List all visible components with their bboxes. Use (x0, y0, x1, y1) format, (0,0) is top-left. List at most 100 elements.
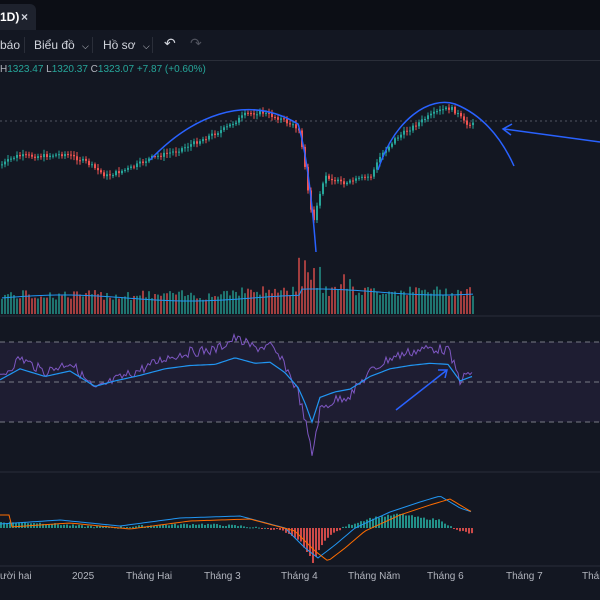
volume-bar (136, 295, 138, 314)
macd-histogram-bar (90, 525, 92, 528)
macd-histogram-bar (207, 523, 209, 528)
candle-body (118, 171, 120, 174)
candle-body (391, 143, 393, 147)
candle-body (472, 122, 474, 126)
candle-body (427, 115, 429, 120)
volume-bar (184, 296, 186, 314)
candle-body (361, 176, 363, 178)
candle-body (268, 112, 270, 114)
candle-body (265, 112, 267, 114)
candle-body (232, 124, 234, 126)
candle-body (28, 154, 30, 156)
volume-bar (85, 293, 87, 314)
candle-body (157, 155, 159, 157)
macd-histogram-bar (258, 527, 260, 529)
volume-bar (121, 297, 123, 314)
macd-histogram-bar (189, 525, 191, 528)
volume-bar (166, 293, 168, 314)
alerts-button[interactable]: báo (0, 38, 21, 52)
volume-bar (28, 294, 30, 314)
volume-bar (415, 287, 417, 314)
macd-histogram-bar (471, 528, 473, 534)
macd-histogram-bar (186, 524, 188, 528)
volume-bar (181, 290, 183, 314)
chart-menu-button[interactable]: Biểu đồ ⌵ (34, 38, 89, 52)
volume-bar (169, 291, 171, 314)
candle-body (184, 147, 186, 149)
macd-histogram-bar (369, 517, 371, 528)
volume-bar (331, 287, 333, 314)
high-value: 1323.47 (7, 64, 44, 75)
macd-histogram-bar (192, 523, 194, 528)
close-icon[interactable]: × (21, 10, 29, 24)
volume-bar (316, 287, 318, 314)
volume-bar (40, 296, 42, 314)
volume-bar (337, 289, 339, 314)
macd-histogram-bar (411, 515, 413, 528)
macd-histogram-bar (465, 528, 467, 532)
candle-body (61, 154, 63, 157)
volume-bar (172, 292, 174, 314)
candle-body (388, 146, 390, 151)
candle-body (355, 178, 357, 181)
macd-histogram-bar (309, 528, 311, 557)
macd-histogram-bar (366, 519, 368, 528)
volume-bar (268, 289, 270, 314)
profile-menu-button[interactable]: Hồ sơ ⌵ (103, 38, 150, 52)
volume-bar (106, 293, 108, 314)
macd-histogram-bar (153, 525, 155, 528)
macd-histogram-bar (417, 516, 419, 528)
macd-histogram-bar (51, 524, 53, 528)
volume-bar (244, 293, 246, 314)
candle-body (46, 154, 48, 158)
volume-bar (175, 294, 177, 314)
candle-body (259, 110, 261, 115)
candle-body (445, 107, 447, 110)
volume-bar (7, 294, 9, 314)
candle-body (208, 135, 210, 140)
macd-histogram-bar (273, 528, 275, 530)
volume-bar (328, 295, 330, 314)
volume-bar (259, 294, 261, 314)
chevron-down-icon: ⌵ (82, 41, 89, 51)
undo-icon[interactable]: ↶ (164, 35, 176, 51)
volume-bar (457, 289, 459, 314)
time-axis-label: Tháng Hai (126, 571, 173, 582)
candle-body (469, 124, 471, 126)
macd-histogram-bar (234, 525, 236, 528)
volume-bar (103, 299, 105, 314)
candle-body (454, 106, 456, 114)
candle-body (466, 120, 468, 125)
volume-bar (391, 292, 393, 314)
volume-bar (115, 294, 117, 314)
volume-bar (88, 290, 90, 314)
candle-body (328, 175, 330, 179)
low-key: L (46, 64, 52, 75)
macd-histogram-bar (255, 526, 257, 528)
candle-body (256, 114, 258, 116)
volume-bar (349, 279, 351, 314)
chart-tab[interactable]: 1D) × (0, 4, 36, 30)
macd-histogram-bar (141, 525, 143, 528)
volume-bar (199, 297, 201, 314)
macd-histogram-bar (69, 525, 71, 528)
volume-bar (112, 299, 114, 314)
volume-bar (418, 288, 420, 314)
volume-bar (340, 284, 342, 314)
candle-body (424, 119, 426, 121)
price-overlays (149, 101, 600, 253)
volume-bar (31, 298, 33, 314)
redo-icon[interactable]: ↷ (190, 35, 202, 51)
macd-histogram-bar (441, 521, 443, 528)
volume-bar (241, 287, 243, 314)
macd-histogram-bar (315, 528, 317, 557)
macd-histogram-bar (405, 515, 407, 528)
volume-bar (118, 298, 120, 314)
candle-body (346, 182, 348, 185)
macd-histogram-bar (420, 517, 422, 528)
volume-bar (451, 293, 453, 314)
volume-bar (445, 288, 447, 314)
candle-body (85, 158, 87, 161)
candle-body (112, 175, 114, 177)
